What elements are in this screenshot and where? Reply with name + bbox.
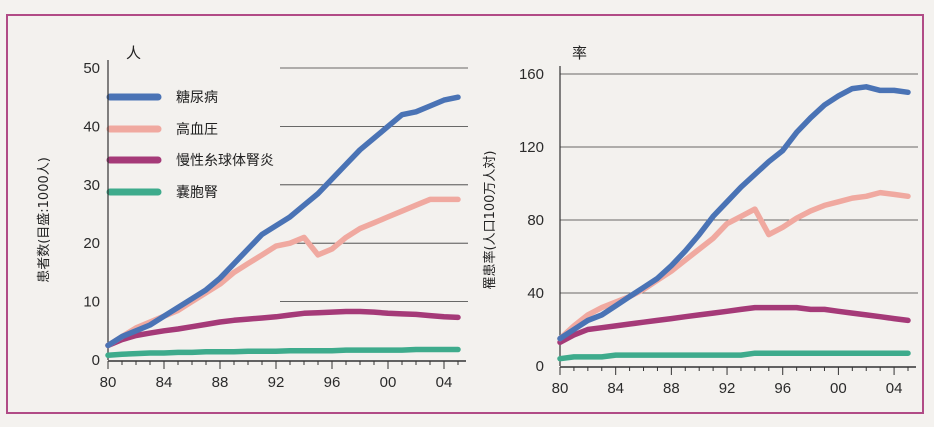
left-y-tick-label: 20: [83, 235, 100, 252]
left-x-tick-label: 00: [380, 374, 397, 391]
left-x-tick-label: 92: [268, 374, 285, 391]
right-y-tick-label: 80: [527, 212, 544, 229]
left-x-tick-label: 88: [212, 374, 229, 391]
left-x-tick-label: 84: [156, 374, 173, 391]
left-y-tick-label: 40: [83, 118, 100, 135]
legend-label-hypertension: 高血圧: [176, 121, 218, 138]
right-x-tick-label: 88: [663, 380, 680, 397]
right-unit-label: 率: [572, 44, 587, 62]
left-unit-label: 人: [126, 44, 141, 62]
left-x-tick-label: 96: [324, 374, 341, 391]
legend-label-diabetes: 糖尿病: [176, 90, 218, 106]
left-series-line-0: [105, 94, 461, 349]
left-series-line-3: [105, 346, 461, 359]
right-y-tick-label: 120: [519, 139, 544, 156]
right-series-line-2: [557, 304, 911, 346]
right-y-tick-label: 0: [536, 358, 544, 375]
right-x-tick-label: 00: [830, 380, 847, 397]
legend: 糖尿病 高血圧 慢性糸球体腎炎 嚢胞腎: [106, 90, 274, 201]
legend-label-glomerulonephritis: 慢性糸球体腎炎: [176, 152, 274, 169]
right-x-tick-label: 80: [552, 380, 569, 397]
left-y-tick-label: 30: [83, 177, 100, 194]
left-y-axis-title: 患者数(目盛:1000人): [37, 157, 52, 283]
figure-frame: [6, 14, 924, 414]
left-y-tick-label: 50: [83, 60, 100, 77]
right-y-tick-label: 40: [527, 285, 544, 302]
right-series-line-1: [557, 189, 911, 342]
right-y-tick-label: 160: [519, 66, 544, 83]
right-x-tick-label: 04: [886, 380, 903, 397]
left-x-tick-label: 80: [100, 374, 117, 391]
right-series-line-0: [557, 84, 911, 342]
right-x-tick-label: 84: [607, 380, 624, 397]
right-y-axis-title: 罹患率(人口100万人対): [482, 151, 498, 290]
left-series-line-2: [105, 308, 461, 349]
left-y-tick-label: 0: [92, 352, 100, 369]
right-x-tick-label: 92: [719, 380, 736, 397]
left-y-tick-label: 10: [83, 294, 100, 311]
legend-label-polycystic-kidney: 嚢胞腎: [176, 185, 218, 201]
left-x-tick-label: 04: [436, 374, 453, 391]
right-x-tick-label: 96: [774, 380, 791, 397]
right-series-line-3: [557, 350, 911, 362]
